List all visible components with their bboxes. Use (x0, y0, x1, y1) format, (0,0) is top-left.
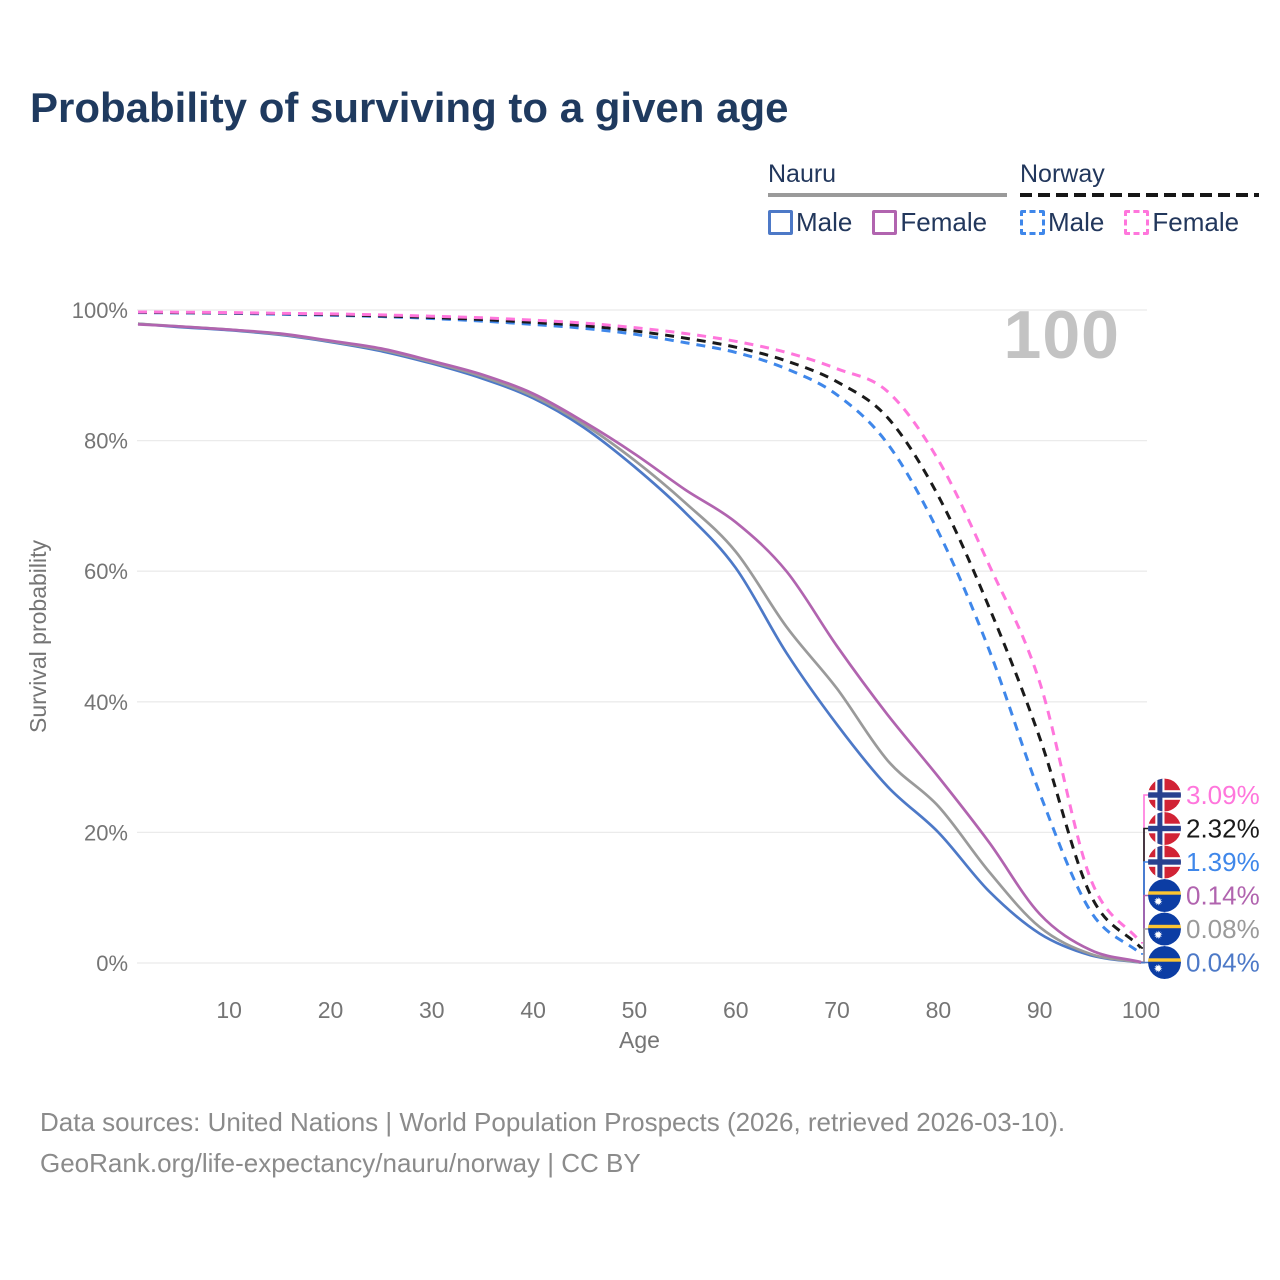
x-tick-label: 100 (1122, 997, 1160, 1023)
legend-item-label[interactable]: Male (1048, 207, 1105, 237)
legend-item-label[interactable]: Male (796, 207, 853, 237)
legend-group-norway-label[interactable]: Norway (1020, 160, 1105, 188)
norway-female-swatch-icon[interactable] (1124, 210, 1150, 235)
legend-item-label[interactable]: Female (1152, 207, 1240, 237)
legend-item-norway-female[interactable]: Female (1124, 207, 1239, 238)
series-line-norway-female[interactable] (137, 310, 1143, 944)
series-line-nauru-male[interactable] (137, 322, 1142, 965)
x-tick-label: 30 (419, 997, 445, 1023)
series-line-norway-male[interactable] (137, 311, 1142, 956)
norway-male-swatch-icon[interactable] (1020, 210, 1045, 235)
legend-item-nauru-male[interactable]: Male (768, 207, 852, 238)
nauru-female-swatch-icon[interactable] (872, 210, 898, 235)
nauru-flag-icon (1148, 879, 1182, 912)
end-value-label-norway-both-sexes: 2.32% (1186, 814, 1260, 844)
x-tick-label: 20 (318, 997, 344, 1023)
y-tick-label: 0% (96, 951, 128, 976)
end-value-label-nauru-male: 0.04% (1186, 948, 1260, 978)
x-tick-label: 80 (926, 997, 952, 1023)
y-axis-title: Survival probability (25, 539, 51, 733)
series-line-nauru-both-sexes[interactable] (137, 322, 1142, 964)
end-value-label-norway-female: 3.09% (1186, 780, 1260, 810)
x-tick-label: 90 (1027, 997, 1053, 1023)
x-axis-title: Age (619, 1027, 660, 1053)
legend-group-nauru-label[interactable]: Nauru (768, 160, 837, 188)
series-line-norway-both-sexes[interactable] (137, 310, 1143, 949)
legend-norway-line-sample (1020, 193, 1260, 197)
legend-nauru-line-sample (768, 193, 1008, 197)
x-tick-label: 40 (520, 997, 546, 1023)
footer: Data sources: United Nations | World Pop… (40, 1102, 1065, 1184)
end-value-label-nauru-both-sexes: 0.08% (1186, 914, 1260, 944)
footer-data-sources: Data sources: United Nations | World Pop… (40, 1107, 1066, 1137)
y-tick-label: 20% (84, 820, 128, 845)
legend-item-label[interactable]: Female (900, 207, 988, 237)
norway-flag-icon (1148, 845, 1182, 879)
legend-group-norway: Norway Male Female (1020, 160, 1260, 238)
norway-flag-icon (1148, 778, 1182, 812)
nauru-flag-icon (1148, 913, 1182, 946)
page-title: Probability of surviving to a given age (30, 84, 789, 131)
x-tick-label: 70 (824, 997, 850, 1023)
legend-item-nauru-female[interactable]: Female (872, 207, 987, 238)
y-tick-label: 100% (72, 298, 128, 323)
end-value-label-nauru-female: 0.14% (1186, 881, 1260, 911)
footer-attribution: GeoRank.org/life-expectancy/nauru/norway… (40, 1148, 641, 1178)
legend-item-norway-male[interactable]: Male (1020, 207, 1104, 238)
y-tick-label: 80% (84, 429, 128, 454)
end-value-label-norway-male: 1.39% (1186, 847, 1260, 877)
end-label-leader (1141, 928, 1148, 964)
y-tick-label: 40% (84, 690, 128, 715)
nauru-male-swatch-icon[interactable] (768, 210, 793, 235)
x-tick-label: 10 (216, 997, 242, 1023)
series-line-nauru-female[interactable] (137, 323, 1142, 964)
x-tick-label: 60 (723, 997, 749, 1023)
nauru-flag-icon (1148, 946, 1182, 979)
norway-flag-icon (1148, 812, 1182, 846)
legend: Nauru Male Female Norway Male (0, 160, 1280, 250)
x-tick-label: 50 (622, 997, 648, 1023)
y-tick-label: 60% (84, 559, 128, 584)
legend-group-nauru: Nauru Male Female (768, 160, 1008, 238)
